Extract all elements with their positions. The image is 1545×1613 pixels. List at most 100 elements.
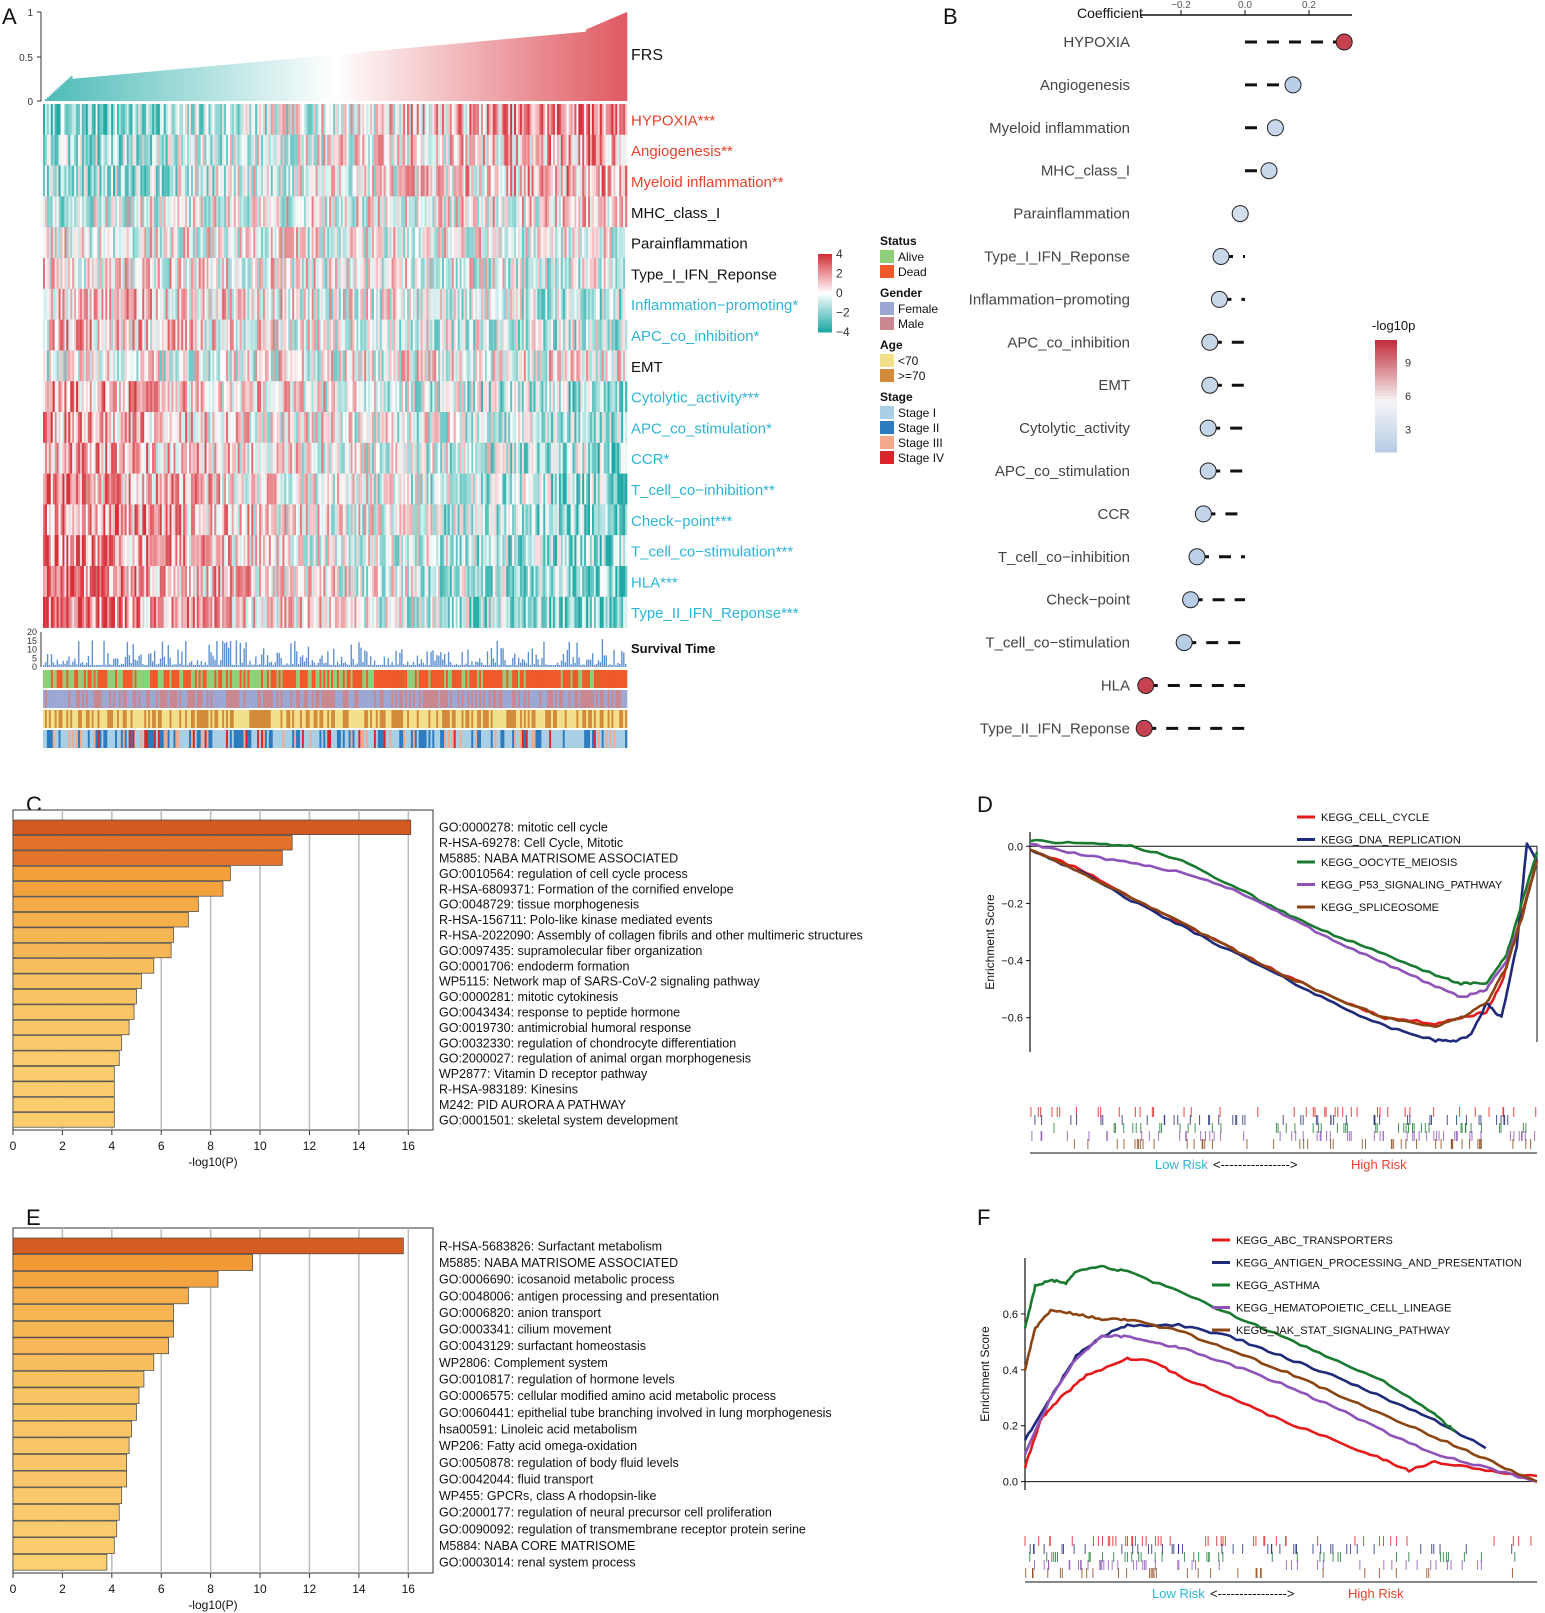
heatmap-cell bbox=[371, 442, 375, 474]
heatmap-cell bbox=[72, 350, 75, 382]
heatmap-cell bbox=[436, 412, 439, 444]
heatmap-cell bbox=[375, 535, 379, 567]
heatmap-cell bbox=[549, 350, 552, 382]
heatmap-cell bbox=[531, 165, 534, 197]
heatmap-cell bbox=[60, 566, 63, 598]
frs-bar bbox=[216, 65, 219, 101]
heatmap-cell bbox=[498, 196, 501, 228]
heatmap-cell bbox=[504, 104, 507, 136]
heatmap-cell bbox=[150, 165, 153, 197]
heatmap-cell bbox=[385, 104, 388, 136]
heatmap-cell bbox=[214, 535, 217, 567]
heatmap-cell bbox=[167, 288, 170, 320]
heatmap-cell bbox=[233, 504, 237, 536]
heatmap-cell bbox=[91, 442, 94, 474]
heatmap-cell bbox=[401, 227, 404, 259]
heatmap-cell bbox=[545, 288, 548, 320]
heatmap-cell bbox=[138, 442, 141, 474]
heatmap-cell bbox=[113, 381, 116, 413]
frs-bar bbox=[85, 77, 89, 101]
heatmap-cell bbox=[165, 473, 168, 505]
heatmap-cell bbox=[603, 504, 606, 536]
heatmap-cell bbox=[305, 381, 309, 413]
heatmap-cell bbox=[91, 504, 94, 536]
heatmap-cell bbox=[163, 350, 166, 382]
heatmap-cell bbox=[621, 473, 624, 505]
heatmap-cell bbox=[625, 412, 628, 444]
heatmap-cell bbox=[531, 104, 534, 136]
heatmap-cell bbox=[537, 381, 540, 413]
heatmap-cell bbox=[338, 442, 342, 474]
heatmap-cell bbox=[387, 412, 390, 444]
heatmap-cell bbox=[599, 319, 602, 351]
heatmap-cell bbox=[257, 134, 260, 166]
heatmap-cell bbox=[399, 319, 402, 351]
heatmap-cell bbox=[93, 319, 96, 351]
heatmap-cell bbox=[430, 258, 433, 290]
heatmap-cell bbox=[111, 288, 114, 320]
heatmap-cell bbox=[70, 350, 73, 382]
heatmap-cell bbox=[418, 350, 421, 382]
heatmap-cell bbox=[70, 288, 73, 320]
heatmap-cell bbox=[405, 134, 408, 166]
heatmap-cell bbox=[91, 258, 94, 290]
heatmap-cell bbox=[586, 319, 589, 351]
heatmap-cell bbox=[356, 258, 359, 290]
heatmap-cell bbox=[163, 504, 166, 536]
heatmap-cell bbox=[333, 504, 336, 536]
heatmap-cell bbox=[475, 350, 478, 382]
heatmap-cell bbox=[479, 288, 482, 320]
heatmap-cell bbox=[136, 134, 139, 166]
heatmap-cell bbox=[87, 473, 91, 505]
heatmap-cell bbox=[313, 227, 316, 259]
heatmap-cell bbox=[253, 350, 256, 382]
heatmap-cell bbox=[346, 504, 349, 536]
frs-bar bbox=[101, 76, 104, 101]
heatmap-cell bbox=[611, 473, 614, 505]
frs-bar bbox=[578, 32, 581, 101]
frs-bar bbox=[167, 69, 170, 101]
heatmap-cell bbox=[317, 104, 320, 136]
heatmap-cell bbox=[142, 319, 145, 351]
heatmap-cell bbox=[590, 442, 593, 474]
heatmap-cell bbox=[255, 134, 258, 166]
heatmap-cell bbox=[95, 319, 98, 351]
heatmap-cell bbox=[547, 288, 550, 320]
heatmap-cell bbox=[253, 412, 256, 444]
heatmap-cell bbox=[313, 258, 316, 290]
heatmap-cell bbox=[551, 165, 554, 197]
heatmap-cell bbox=[574, 535, 577, 567]
heatmap-cell bbox=[537, 412, 540, 444]
heatmap-cell bbox=[138, 535, 141, 567]
heatmap-cell bbox=[46, 350, 50, 382]
heatmap-cell bbox=[301, 288, 305, 320]
heatmap-cell bbox=[140, 566, 143, 598]
heatmap-cell bbox=[356, 196, 359, 228]
heatmap-cell bbox=[453, 412, 456, 444]
heatmap-cell bbox=[175, 412, 178, 444]
heatmap-cell bbox=[459, 473, 462, 505]
heatmap-cell bbox=[414, 504, 418, 536]
heatmap-cell bbox=[467, 535, 470, 567]
heatmap-cell bbox=[414, 535, 418, 567]
heatmap-cell bbox=[490, 258, 493, 290]
heatmap-cell bbox=[331, 288, 334, 320]
heatmap-cell bbox=[286, 134, 289, 166]
heatmap-cell bbox=[395, 104, 398, 136]
heatmap-cell bbox=[623, 104, 626, 136]
heatmap-cell bbox=[140, 412, 143, 444]
frs-bar bbox=[364, 51, 367, 101]
heatmap-cell bbox=[481, 381, 484, 413]
heatmap-cell bbox=[459, 319, 462, 351]
heatmap-cell bbox=[611, 381, 614, 413]
heatmap-cell bbox=[422, 473, 425, 505]
heatmap-cell bbox=[200, 288, 203, 320]
heatmap-cell bbox=[516, 319, 519, 351]
heatmap-cell bbox=[370, 473, 373, 505]
heatmap-cell bbox=[412, 134, 416, 166]
heatmap-cell bbox=[442, 196, 445, 228]
heatmap-cell bbox=[91, 134, 94, 166]
heatmap-cell bbox=[62, 288, 65, 320]
heatmap-cell bbox=[72, 504, 75, 536]
heatmap-cell bbox=[379, 442, 383, 474]
